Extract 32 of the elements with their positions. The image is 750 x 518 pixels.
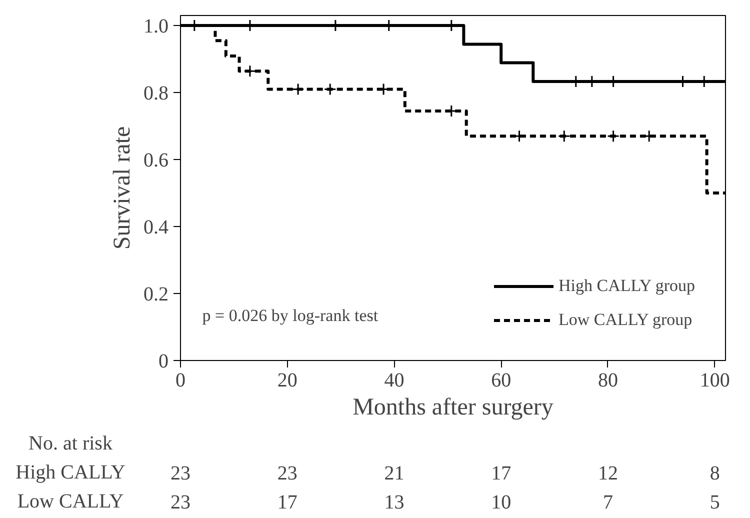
y-tick-label: 0.4 [144,216,168,239]
y-tick-label: 0.8 [144,82,168,105]
text: 13 [384,492,404,514]
text: 23 [170,492,190,514]
x-tick-label: 60 [491,370,512,392]
y-tick-label: 0.2 [144,284,168,306]
text: 8 [710,462,720,484]
text: 12 [598,462,618,484]
text: 10 [491,492,512,514]
text: 17 [491,462,512,484]
text: 23 [277,462,298,484]
legend-label: High CALLY group [558,276,695,296]
y-tick-label: 1.0 [144,16,168,38]
text: 5 [710,492,720,514]
x-tick-label: 80 [598,370,618,392]
text: 21 [384,462,404,484]
text: Low CALLY [17,490,124,512]
text: 23 [170,462,190,484]
text: No. at risk [28,432,112,454]
x-axis-title: Months after surgery [352,394,554,420]
legend-label: Low CALLY group [558,310,692,330]
y-tick-label: 0.6 [144,150,168,172]
x-tick-label: 100 [700,370,730,392]
x-tick-label: 20 [277,370,298,392]
text: 7 [602,492,613,514]
x-tick-label: 40 [384,370,404,392]
y-axis-title: Survival rate [110,126,136,250]
x-tick-label: 0 [176,370,186,392]
annotation: p = 0.026 by log-rank test [202,306,378,326]
text: High CALLY [16,462,126,484]
y-tick-label: 0 [158,350,168,372]
text: 17 [277,492,298,514]
